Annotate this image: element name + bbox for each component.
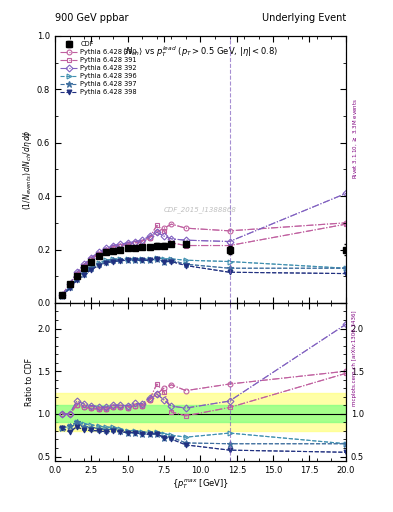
Legend: CDF, Pythia 6.428 390, Pythia 6.428 391, Pythia 6.428 392, Pythia 6.428 396, Pyt: CDF, Pythia 6.428 390, Pythia 6.428 391,… <box>58 39 139 97</box>
Text: Underlying Event: Underlying Event <box>262 13 346 23</box>
Text: Rivet 3.1.10, $\geq$ 3.3M events: Rivet 3.1.10, $\geq$ 3.3M events <box>352 98 359 179</box>
Text: CDF_2015_I1388868: CDF_2015_I1388868 <box>164 206 237 213</box>
Bar <box>55 393 346 431</box>
Text: $\langle N_{ch}\rangle$ vs $p_T^{lead}$ ($p_T > 0.5$ GeV, $|\eta| < 0.8$): $\langle N_{ch}\rangle$ vs $p_T^{lead}$ … <box>122 44 279 59</box>
X-axis label: $\{p_T^{max}$ [GeV]$\}$: $\{p_T^{max}$ [GeV]$\}$ <box>172 477 229 491</box>
Y-axis label: Ratio to CDF: Ratio to CDF <box>25 358 34 406</box>
Bar <box>55 406 346 422</box>
Text: mcplots.cern.ch [arXiv:1306.3436]: mcplots.cern.ch [arXiv:1306.3436] <box>352 311 357 406</box>
Y-axis label: $(1/N_{events})\,dN_{ch}/d\eta\,d\phi$: $(1/N_{events})\,dN_{ch}/d\eta\,d\phi$ <box>21 129 34 210</box>
Text: 900 GeV ppbar: 900 GeV ppbar <box>55 13 129 23</box>
